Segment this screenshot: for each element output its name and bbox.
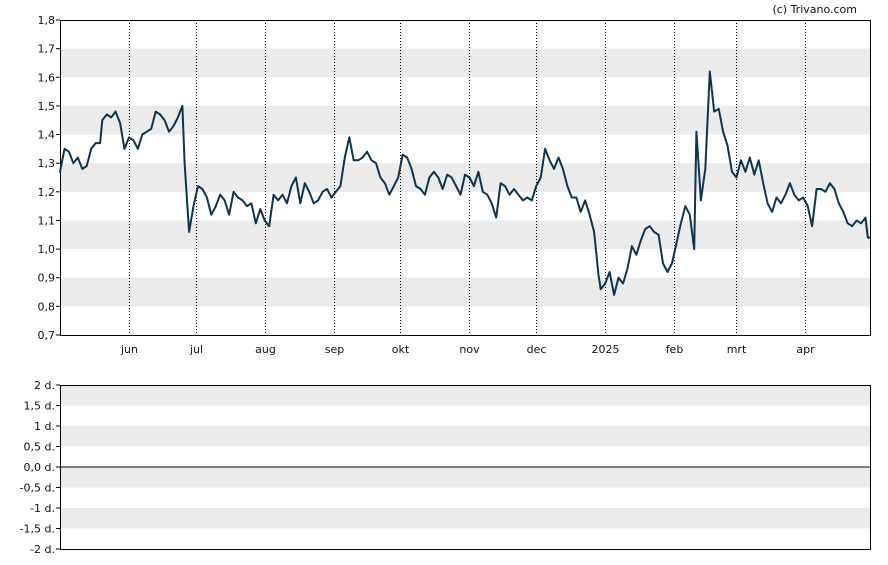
volume-band: [60, 467, 870, 488]
x-tick-label: mrt: [727, 343, 747, 356]
price-chart-bands: [60, 48, 870, 307]
price-chart-frame: [60, 20, 871, 336]
volume-band: [60, 426, 870, 447]
x-tick-label: jul: [189, 343, 203, 356]
volume-y-tick-label: 0,0 d.: [24, 461, 55, 474]
x-tick-label: dec: [527, 343, 547, 356]
price-x-axis: jun jul aug sep okt nov dec 2025 feb mrt apr: [120, 343, 815, 356]
price-band: [60, 220, 870, 250]
volume-y-tick-label: 0,5 d.: [24, 441, 55, 454]
y-tick-label: 1,8: [38, 14, 56, 27]
volume-y-tick-label: -0,5 d.: [20, 482, 55, 495]
volume-y-tick-label: 1,5 d.: [24, 400, 55, 413]
x-tick-label: okt: [392, 343, 410, 356]
price-band: [60, 48, 870, 78]
volume-y-tick-label: 1 d.: [34, 420, 55, 433]
volume-chart: 2 d. 1,5 d. 1 d. 0,5 d. 0,0 d. -0,5 d. -1 d. -1…: [20, 379, 871, 556]
volume-y-tick-label: 2 d.: [34, 379, 55, 392]
price-y-axis: 0,7 0,8 0,9 1,0 1,1 1,2 1,3 1,4 1,5 1,6 1,7 1,8: [38, 14, 60, 342]
price-chart: 0,7 0,8 0,9 1,0 1,1 1,2 1,3 1,4 1,5 1,6 1,7 1,8 jun…: [38, 14, 871, 356]
x-tick-label: nov: [459, 343, 480, 356]
y-tick-label: 1,5: [38, 100, 56, 113]
y-tick-label: 1,4: [38, 129, 56, 142]
y-tick-label: 1,0: [38, 243, 56, 256]
y-tick-label: 1,2: [38, 186, 56, 199]
y-tick-label: 1,7: [38, 43, 56, 56]
y-tick-label: 1,3: [38, 157, 56, 170]
y-tick-label: 1,1: [38, 214, 56, 227]
volume-chart-bands: [60, 385, 870, 529]
volume-y-axis: 2 d. 1,5 d. 1 d. 0,5 d. 0,0 d. -0,5 d. -1 d. -1…: [20, 379, 60, 556]
volume-band: [60, 508, 870, 529]
price-band: [60, 277, 870, 307]
x-tick-label: sep: [325, 343, 344, 356]
y-tick-label: 1,6: [38, 71, 56, 84]
y-tick-label: 0,9: [38, 272, 56, 285]
volume-band: [60, 385, 870, 406]
volume-y-tick-label: -2 d.: [30, 543, 55, 556]
x-tick-label: feb: [666, 343, 684, 356]
price-series-line: [59, 70, 871, 296]
y-tick-label: 0,8: [38, 300, 56, 313]
volume-chart-frame: [60, 385, 871, 550]
volume-y-tick-label: -1,5 d.: [20, 523, 55, 536]
y-tick-label: 0,7: [38, 329, 56, 342]
x-tick-label: 2025: [592, 343, 620, 356]
x-tick-label: jun: [120, 343, 138, 356]
x-tick-label: apr: [796, 343, 815, 356]
x-tick-label: aug: [255, 343, 276, 356]
volume-y-tick-label: -1 d.: [30, 502, 55, 515]
price-band: [60, 105, 870, 135]
copyright-label: (c) Trivano.com: [772, 3, 857, 16]
